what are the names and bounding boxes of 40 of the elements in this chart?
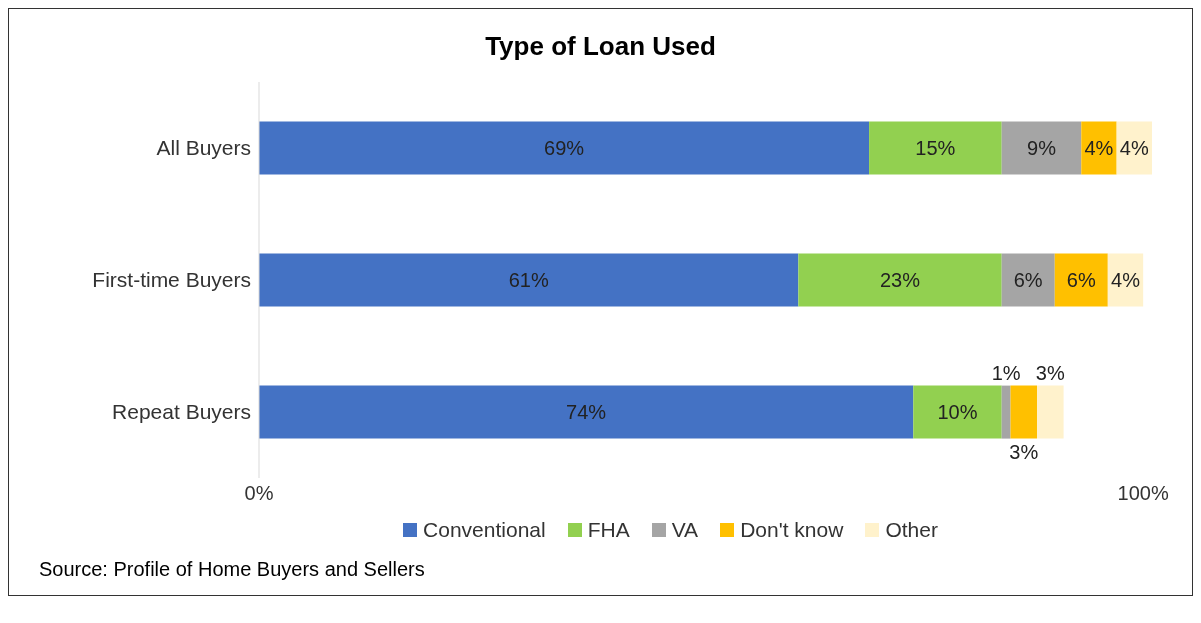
data-label: 6%	[1066, 269, 1096, 292]
legend-label: Other	[884, 518, 938, 542]
data-label: 6%	[1013, 269, 1043, 292]
legend-label: FHA	[586, 518, 630, 542]
data-label: 4%	[1119, 137, 1149, 160]
chart-title: Type of Loan Used	[484, 31, 717, 62]
data-label: 23%	[880, 269, 921, 292]
data-label: 10%	[937, 401, 978, 424]
y-tick-label: All Buyers	[156, 136, 251, 160]
bar	[869, 121, 1002, 175]
data-label: 1%	[991, 361, 1021, 384]
bar	[1081, 121, 1117, 175]
y-tick-label: Repeat Buyers	[112, 400, 251, 424]
legend-label: Don't know	[739, 518, 844, 542]
bar	[1010, 385, 1038, 439]
y-tick-label: First-time Buyers	[92, 268, 251, 292]
x-tick-label: 0%	[244, 482, 274, 505]
bar	[1001, 121, 1082, 175]
data-label: 15%	[915, 137, 956, 160]
legend-label: Conventional	[422, 518, 546, 542]
bar	[1001, 253, 1055, 307]
x-tick-label: 100%	[1117, 482, 1169, 505]
bar	[913, 385, 1002, 439]
data-label: 61%	[508, 269, 549, 292]
bar	[259, 385, 914, 439]
data-label: 3%	[1035, 361, 1065, 384]
source-note: Source: Profile of Home Buyers and Sellers	[39, 558, 426, 581]
legend-label: VA	[670, 518, 699, 542]
data-label: 4%	[1084, 137, 1114, 160]
data-label: 3%	[1009, 440, 1039, 463]
data-label: 4%	[1111, 269, 1141, 292]
data-label: 74%	[566, 401, 607, 424]
bar	[259, 253, 799, 307]
data-label: 69%	[544, 137, 585, 160]
bar	[1037, 385, 1064, 439]
bar	[798, 253, 1002, 307]
bar	[1001, 385, 1011, 439]
data-label: 9%	[1027, 137, 1057, 160]
bar	[259, 121, 870, 175]
bar	[1054, 253, 1108, 307]
